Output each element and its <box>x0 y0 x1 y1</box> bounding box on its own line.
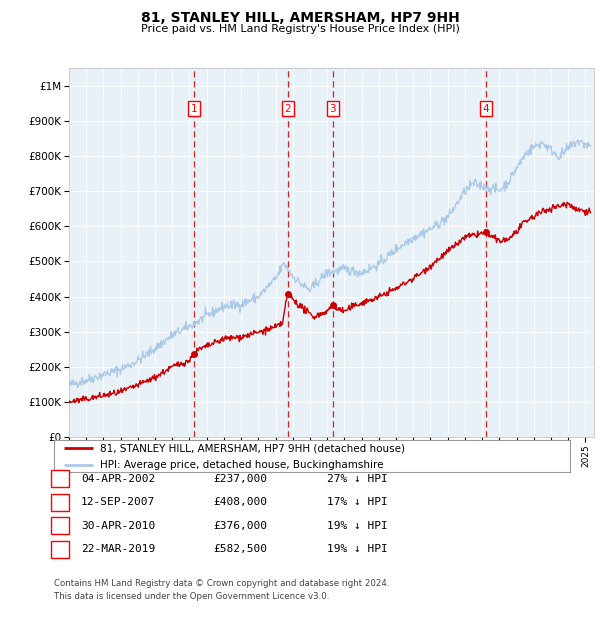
Text: 27% ↓ HPI: 27% ↓ HPI <box>327 474 388 484</box>
Text: 19% ↓ HPI: 19% ↓ HPI <box>327 544 388 554</box>
Text: HPI: Average price, detached house, Buckinghamshire: HPI: Average price, detached house, Buck… <box>100 460 384 471</box>
Text: £408,000: £408,000 <box>213 497 267 507</box>
Text: 2: 2 <box>56 497 64 507</box>
Text: £237,000: £237,000 <box>213 474 267 484</box>
Text: 17% ↓ HPI: 17% ↓ HPI <box>327 497 388 507</box>
Text: 4: 4 <box>482 104 489 113</box>
Text: 19% ↓ HPI: 19% ↓ HPI <box>327 521 388 531</box>
Text: This data is licensed under the Open Government Licence v3.0.: This data is licensed under the Open Gov… <box>54 592 329 601</box>
Text: Price paid vs. HM Land Registry's House Price Index (HPI): Price paid vs. HM Land Registry's House … <box>140 24 460 33</box>
Text: 2: 2 <box>284 104 291 113</box>
Text: 04-APR-2002: 04-APR-2002 <box>81 474 155 484</box>
Text: 1: 1 <box>56 474 64 484</box>
Text: 3: 3 <box>329 104 336 113</box>
Text: £376,000: £376,000 <box>213 521 267 531</box>
Text: 12-SEP-2007: 12-SEP-2007 <box>81 497 155 507</box>
Text: 81, STANLEY HILL, AMERSHAM, HP7 9HH (detached house): 81, STANLEY HILL, AMERSHAM, HP7 9HH (det… <box>100 443 406 453</box>
Text: 1: 1 <box>190 104 197 113</box>
Text: 30-APR-2010: 30-APR-2010 <box>81 521 155 531</box>
Text: 22-MAR-2019: 22-MAR-2019 <box>81 544 155 554</box>
Text: 81, STANLEY HILL, AMERSHAM, HP7 9HH: 81, STANLEY HILL, AMERSHAM, HP7 9HH <box>140 11 460 25</box>
Text: 3: 3 <box>56 521 64 531</box>
Text: £582,500: £582,500 <box>213 544 267 554</box>
Text: 4: 4 <box>56 544 64 554</box>
Text: Contains HM Land Registry data © Crown copyright and database right 2024.: Contains HM Land Registry data © Crown c… <box>54 578 389 588</box>
